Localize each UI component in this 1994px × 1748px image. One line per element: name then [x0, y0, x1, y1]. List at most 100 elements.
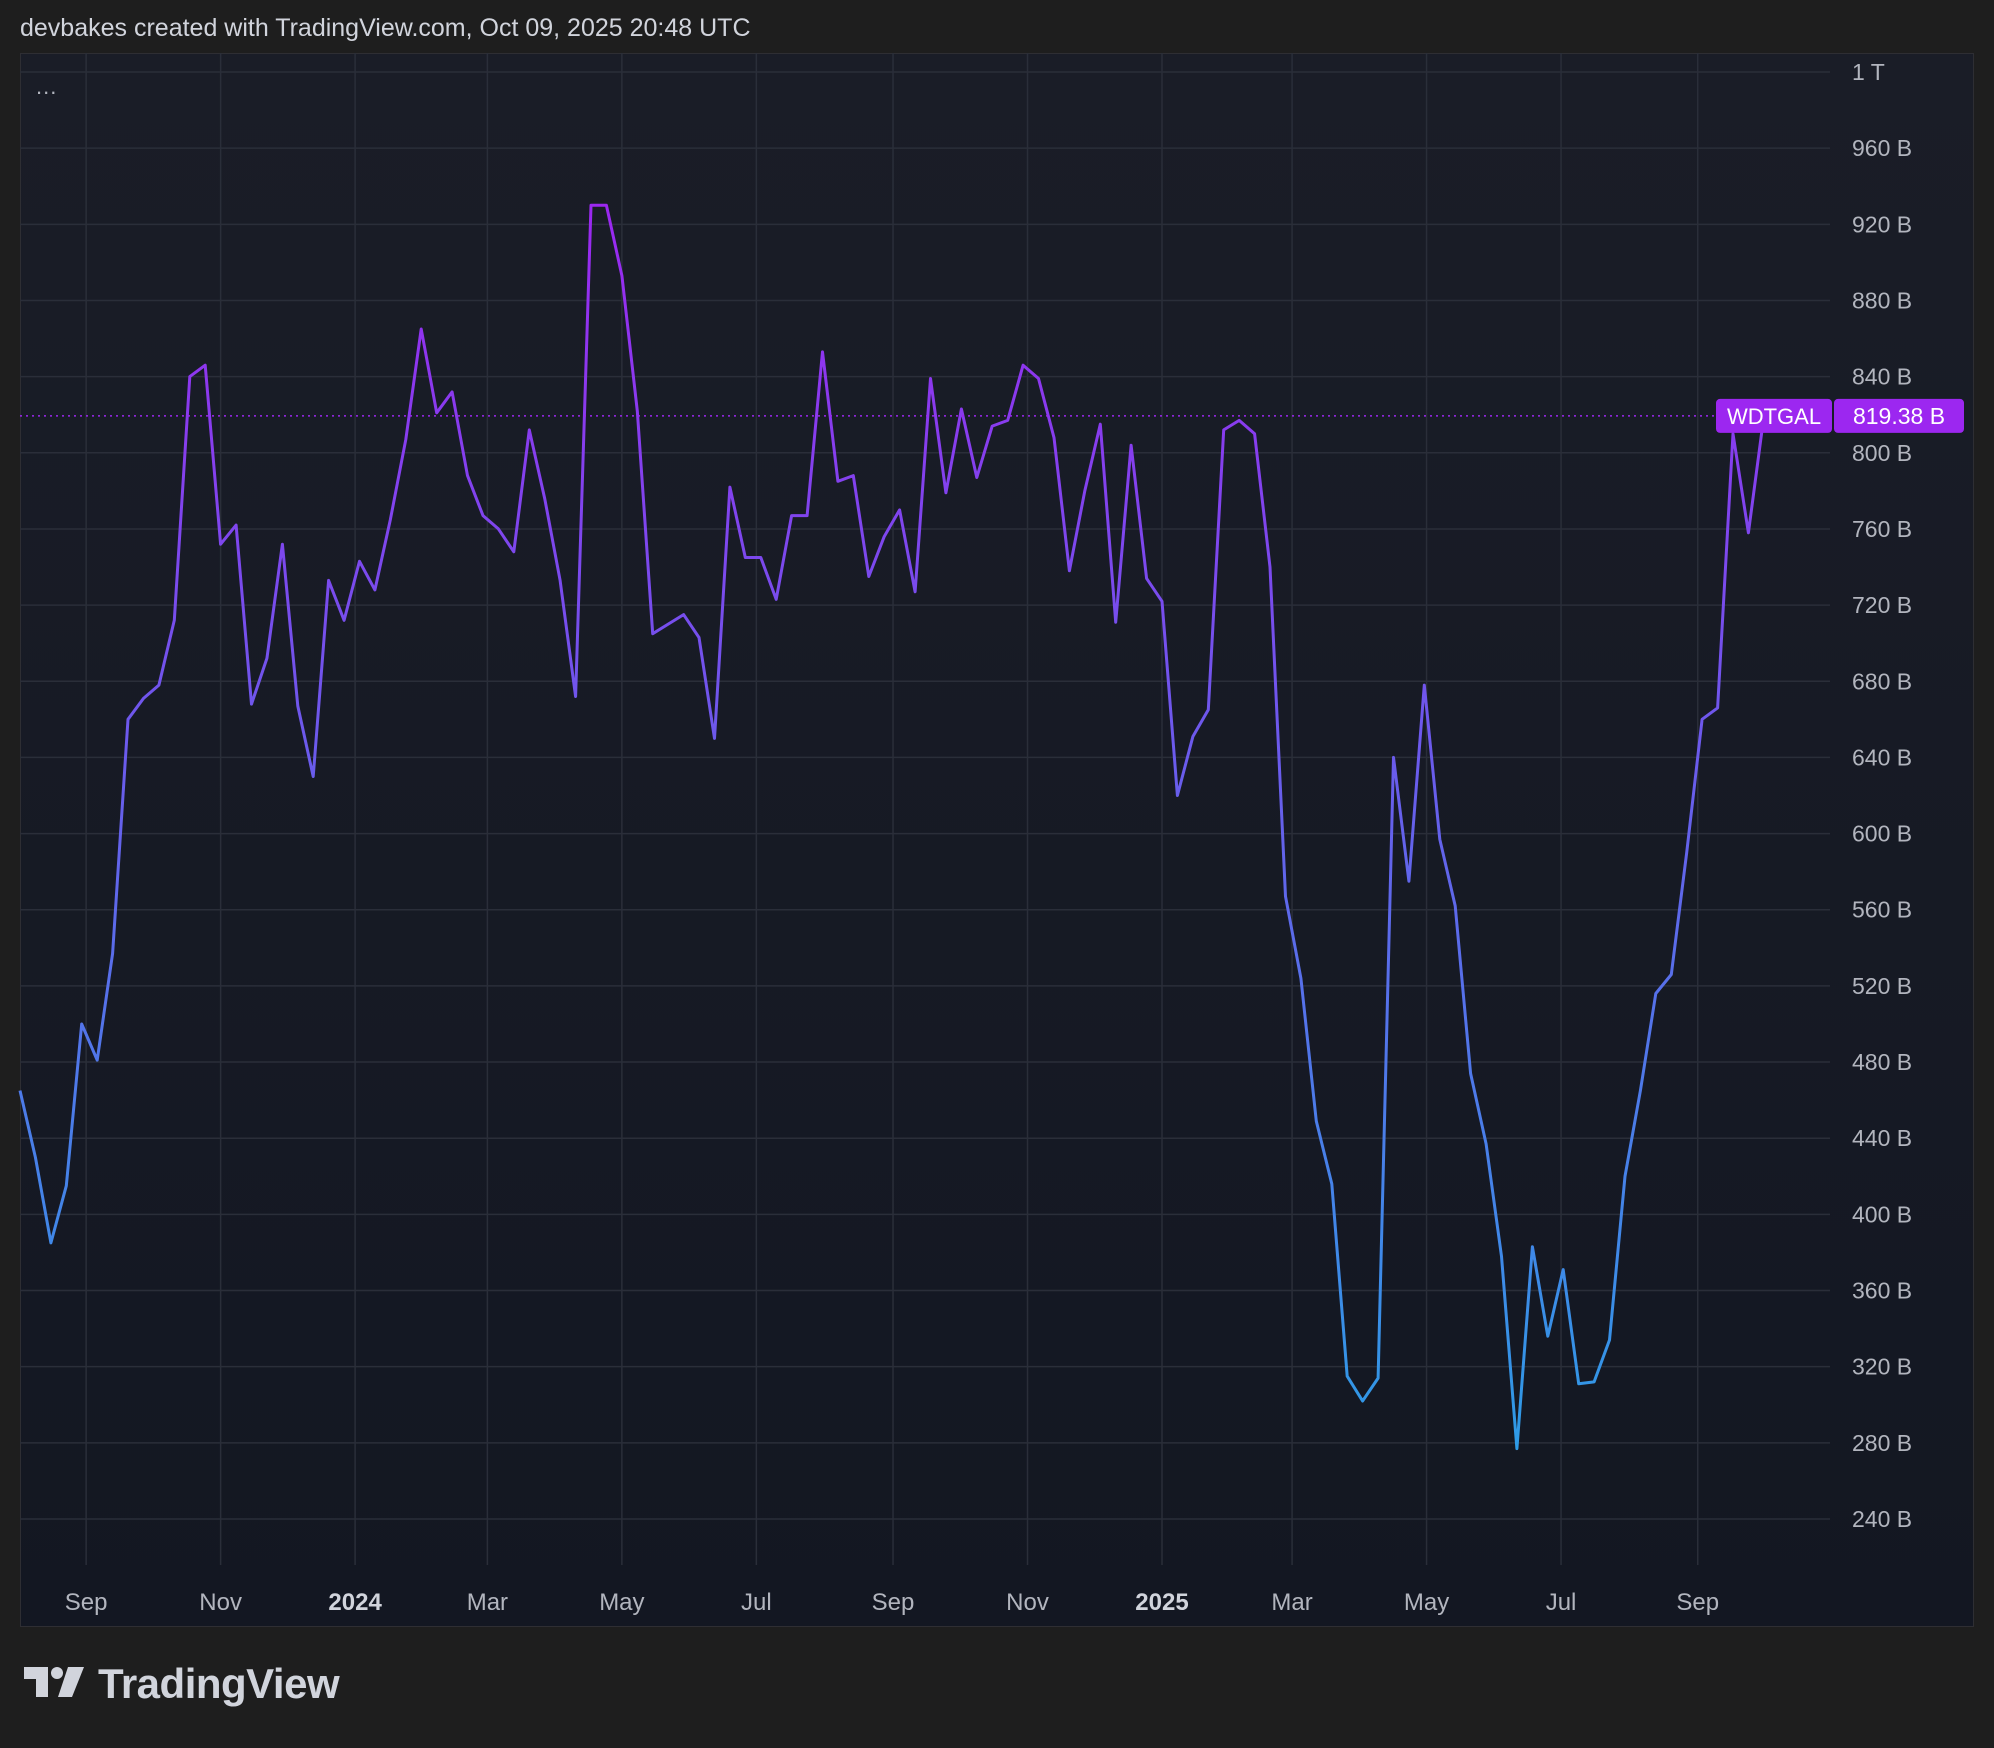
data-point[interactable] [817, 347, 827, 357]
data-point[interactable] [895, 505, 905, 515]
data-point[interactable] [1419, 680, 1429, 690]
data-point[interactable] [694, 632, 704, 642]
data-point[interactable] [1265, 562, 1275, 572]
data-point[interactable] [926, 374, 936, 384]
data-point[interactable] [571, 691, 581, 701]
data-point[interactable] [1404, 876, 1414, 886]
data-point[interactable] [401, 434, 411, 444]
data-point[interactable] [1713, 703, 1723, 713]
data-point[interactable] [1512, 1444, 1522, 1454]
data-point[interactable] [77, 1019, 87, 1029]
data-point[interactable] [447, 387, 457, 397]
data-point[interactable] [478, 511, 488, 521]
data-point[interactable] [787, 511, 797, 521]
data-point[interactable] [200, 360, 210, 370]
series-line-wdtgal[interactable] [18, 203, 1766, 1451]
data-point[interactable] [1049, 433, 1059, 443]
data-point[interactable] [802, 511, 812, 521]
data-point[interactable] [1003, 415, 1013, 425]
data-point[interactable] [169, 615, 179, 625]
data-point[interactable] [524, 425, 534, 435]
data-point[interactable] [1358, 1396, 1368, 1406]
data-point[interactable] [833, 476, 843, 486]
more-options-button[interactable]: ... [36, 74, 58, 99]
data-point[interactable] [879, 532, 889, 542]
data-point[interactable] [1311, 1116, 1321, 1126]
data-point[interactable] [1589, 1377, 1599, 1387]
data-point[interactable] [1342, 1371, 1352, 1381]
data-point[interactable] [92, 1055, 102, 1065]
data-point[interactable] [108, 949, 118, 959]
data-point[interactable] [324, 575, 334, 585]
data-point[interactable] [1280, 891, 1290, 901]
chart-pane[interactable] [20, 53, 1974, 1627]
data-point[interactable] [339, 615, 349, 625]
data-point[interactable] [61, 1181, 71, 1191]
data-point[interactable] [1697, 714, 1707, 724]
data-point[interactable] [709, 733, 719, 743]
data-point[interactable] [987, 421, 997, 431]
data-point[interactable] [1250, 429, 1260, 439]
data-point[interactable] [679, 610, 689, 620]
data-point[interactable] [1034, 374, 1044, 384]
data-point[interactable] [1234, 415, 1244, 425]
data-point[interactable] [1527, 1242, 1537, 1252]
data-point[interactable] [277, 539, 287, 549]
data-point[interactable] [1743, 528, 1753, 538]
data-point[interactable] [231, 520, 241, 530]
data-point[interactable] [586, 200, 596, 210]
data-point[interactable] [771, 594, 781, 604]
data-point[interactable] [1203, 705, 1213, 715]
data-point[interactable] [1651, 989, 1661, 999]
data-point[interactable] [1111, 617, 1121, 627]
data-point[interactable] [185, 372, 195, 382]
data-point[interactable] [663, 619, 673, 629]
data-point[interactable] [1497, 1251, 1507, 1261]
data-point[interactable] [1543, 1331, 1553, 1341]
data-point[interactable] [648, 629, 658, 639]
data-point[interactable] [1126, 440, 1136, 450]
data-point[interactable] [555, 575, 565, 585]
data-point[interactable] [385, 514, 395, 524]
data-point[interactable] [370, 585, 380, 595]
data-point[interactable] [1450, 901, 1460, 911]
last-value-badge[interactable] [1834, 398, 1964, 433]
data-point[interactable] [617, 271, 627, 281]
data-point[interactable] [740, 553, 750, 563]
data-point[interactable] [355, 556, 365, 566]
data-point[interactable] [1373, 1373, 1383, 1383]
data-point[interactable] [308, 771, 318, 781]
data-point[interactable] [1080, 486, 1090, 496]
tradingview-brand[interactable]: TradingView [24, 1660, 340, 1708]
data-point[interactable] [1558, 1265, 1568, 1275]
data-point[interactable] [1095, 419, 1105, 429]
data-point[interactable] [1188, 731, 1198, 741]
data-point[interactable] [463, 471, 473, 481]
data-point[interactable] [1466, 1068, 1476, 1078]
data-point[interactable] [864, 572, 874, 582]
data-point[interactable] [1157, 596, 1167, 606]
data-point[interactable] [848, 471, 858, 481]
data-point[interactable] [1018, 360, 1028, 370]
data-point[interactable] [1605, 1335, 1615, 1345]
data-point[interactable] [632, 406, 642, 416]
data-point[interactable] [540, 493, 550, 503]
data-point[interactable] [123, 714, 133, 724]
series-name-badge[interactable] [1716, 398, 1832, 433]
data-point[interactable] [1666, 969, 1676, 979]
data-point[interactable] [1635, 1086, 1645, 1096]
data-point[interactable] [1620, 1171, 1630, 1181]
data-point[interactable] [601, 200, 611, 210]
data-point[interactable] [1435, 834, 1445, 844]
data-point[interactable] [1388, 752, 1398, 762]
data-point[interactable] [15, 1086, 25, 1096]
data-point[interactable] [138, 693, 148, 703]
data-point[interactable] [725, 482, 735, 492]
data-point[interactable] [1481, 1139, 1491, 1149]
data-point[interactable] [30, 1152, 40, 1162]
data-point[interactable] [910, 587, 920, 597]
data-point[interactable] [1219, 425, 1229, 435]
data-point[interactable] [1064, 566, 1074, 576]
data-point[interactable] [293, 701, 303, 711]
data-point[interactable] [1574, 1379, 1584, 1389]
